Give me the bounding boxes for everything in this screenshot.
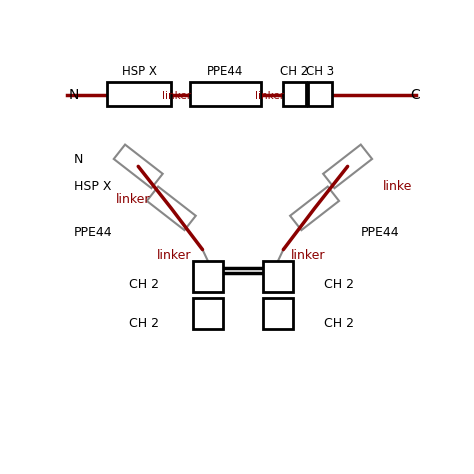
Bar [263,298,292,329]
Text: CH 2: CH 2 [129,279,159,292]
Bar [190,82,261,106]
Text: PPE44: PPE44 [74,226,112,238]
Text: linker: linker [156,249,191,262]
Text: linker: linker [116,193,151,207]
Text: linke: linke [383,180,412,193]
Text: CH 3: CH 3 [306,65,334,78]
Bar [323,145,372,188]
Text: N: N [74,153,83,165]
Bar [147,187,196,230]
Text: linker: linker [255,91,284,101]
Bar [193,298,223,329]
Bar [308,82,332,106]
Text: linker: linker [162,91,191,101]
Text: linker: linker [291,249,325,262]
Text: CH 2: CH 2 [324,279,354,292]
Text: CH 2: CH 2 [129,317,159,330]
Text: CH 2: CH 2 [324,317,354,330]
Bar [283,82,307,106]
Bar [114,145,163,188]
Bar [290,187,339,230]
Text: HSP X: HSP X [74,180,111,193]
Text: CH 2: CH 2 [280,65,309,78]
Bar [107,82,171,106]
Bar [193,261,223,292]
Bar [263,261,292,292]
Text: C: C [410,88,420,102]
Text: PPE44: PPE44 [207,65,244,78]
Text: N: N [69,88,79,102]
Text: HSP X: HSP X [122,65,157,78]
Text: PPE44: PPE44 [360,226,399,238]
